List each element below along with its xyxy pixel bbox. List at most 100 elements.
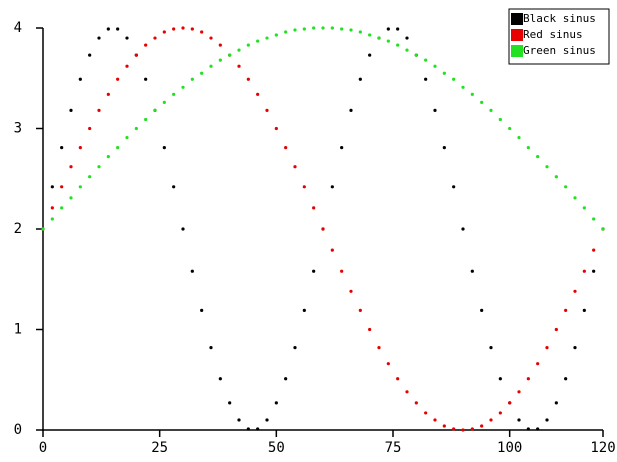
- y-tick-label: 1: [14, 322, 22, 338]
- data-point: [582, 308, 586, 313]
- data-point: [470, 269, 474, 273]
- data-point: [545, 165, 549, 169]
- data-point: [386, 39, 390, 43]
- data-point: [60, 145, 64, 150]
- data-point: [526, 377, 530, 381]
- data-point: [265, 36, 269, 40]
- data-point: [377, 36, 381, 40]
- data-point: [293, 28, 297, 32]
- data-point: [218, 377, 222, 381]
- data-point: [536, 427, 540, 431]
- data-point: [293, 345, 297, 350]
- data-point: [228, 53, 232, 57]
- data-point: [508, 401, 512, 405]
- data-point: [302, 308, 306, 313]
- data-point: [284, 30, 288, 34]
- data-point: [489, 108, 493, 113]
- data-point: [592, 217, 596, 221]
- data-point: [302, 185, 306, 189]
- data-point: [545, 418, 549, 422]
- data-point: [97, 108, 101, 113]
- data-point: [573, 196, 577, 200]
- data-point: [60, 206, 64, 210]
- data-point: [78, 145, 82, 150]
- y-tick-label: 2: [14, 221, 22, 237]
- data-point: [433, 108, 437, 113]
- data-point: [405, 48, 409, 52]
- legend-swatch: [511, 13, 523, 25]
- data-point: [377, 345, 381, 350]
- data-point: [209, 64, 213, 68]
- data-point: [172, 27, 176, 31]
- data-point: [564, 377, 568, 381]
- data-point: [218, 58, 222, 62]
- data-point: [312, 269, 316, 273]
- data-point: [181, 85, 185, 89]
- data-point: [386, 27, 390, 31]
- data-point: [190, 269, 194, 273]
- data-point: [200, 308, 204, 313]
- data-point: [88, 126, 92, 131]
- data-point: [116, 145, 120, 150]
- data-point: [274, 126, 278, 131]
- data-point: [274, 401, 278, 405]
- data-point: [69, 165, 73, 169]
- data-point: [153, 36, 157, 40]
- data-point: [592, 248, 596, 252]
- data-point: [358, 30, 362, 34]
- x-tick-label: 25: [151, 440, 168, 456]
- data-point: [41, 227, 45, 231]
- data-point: [414, 53, 418, 57]
- data-point: [256, 92, 260, 96]
- data-point: [368, 53, 372, 57]
- data-point: [396, 27, 400, 31]
- data-point: [162, 100, 166, 104]
- data-point: [50, 217, 54, 221]
- legend-label: Black sinus: [523, 12, 596, 25]
- data-point: [228, 401, 232, 405]
- data-point: [424, 58, 428, 62]
- data-point: [358, 77, 362, 81]
- data-point: [256, 427, 260, 431]
- data-point: [181, 26, 185, 30]
- data-point: [209, 345, 213, 350]
- data-point: [461, 428, 465, 432]
- data-point: [330, 26, 334, 30]
- data-point: [582, 269, 586, 273]
- data-point: [582, 206, 586, 210]
- data-point: [573, 345, 577, 350]
- data-point: [190, 27, 194, 31]
- data-point: [284, 145, 288, 150]
- data-point: [526, 145, 530, 150]
- data-point: [349, 108, 353, 113]
- data-point: [498, 377, 502, 381]
- data-point: [470, 427, 474, 431]
- data-point: [125, 64, 129, 68]
- data-point: [134, 126, 138, 131]
- data-point: [293, 165, 297, 169]
- data-point: [554, 401, 558, 405]
- data-point: [172, 185, 176, 189]
- legend-label: Green sinus: [523, 44, 596, 57]
- data-point: [396, 43, 400, 47]
- data-point: [200, 71, 204, 75]
- data-point: [237, 64, 241, 68]
- data-point: [480, 308, 484, 313]
- data-point: [312, 206, 316, 210]
- data-point: [461, 85, 465, 89]
- data-point: [302, 27, 306, 31]
- data-point: [461, 227, 465, 231]
- data-point: [181, 227, 185, 231]
- data-point: [396, 377, 400, 381]
- data-point: [349, 289, 353, 293]
- x-tick-label: 75: [385, 440, 402, 456]
- data-point: [237, 48, 241, 52]
- legend: Black sinus Red sinus Green sinus: [508, 8, 610, 65]
- legend-box: [508, 8, 610, 65]
- x-tick-label: 50: [268, 440, 285, 456]
- data-point: [452, 185, 456, 189]
- data-point: [442, 424, 446, 428]
- data-point: [190, 77, 194, 81]
- data-point: [116, 77, 120, 81]
